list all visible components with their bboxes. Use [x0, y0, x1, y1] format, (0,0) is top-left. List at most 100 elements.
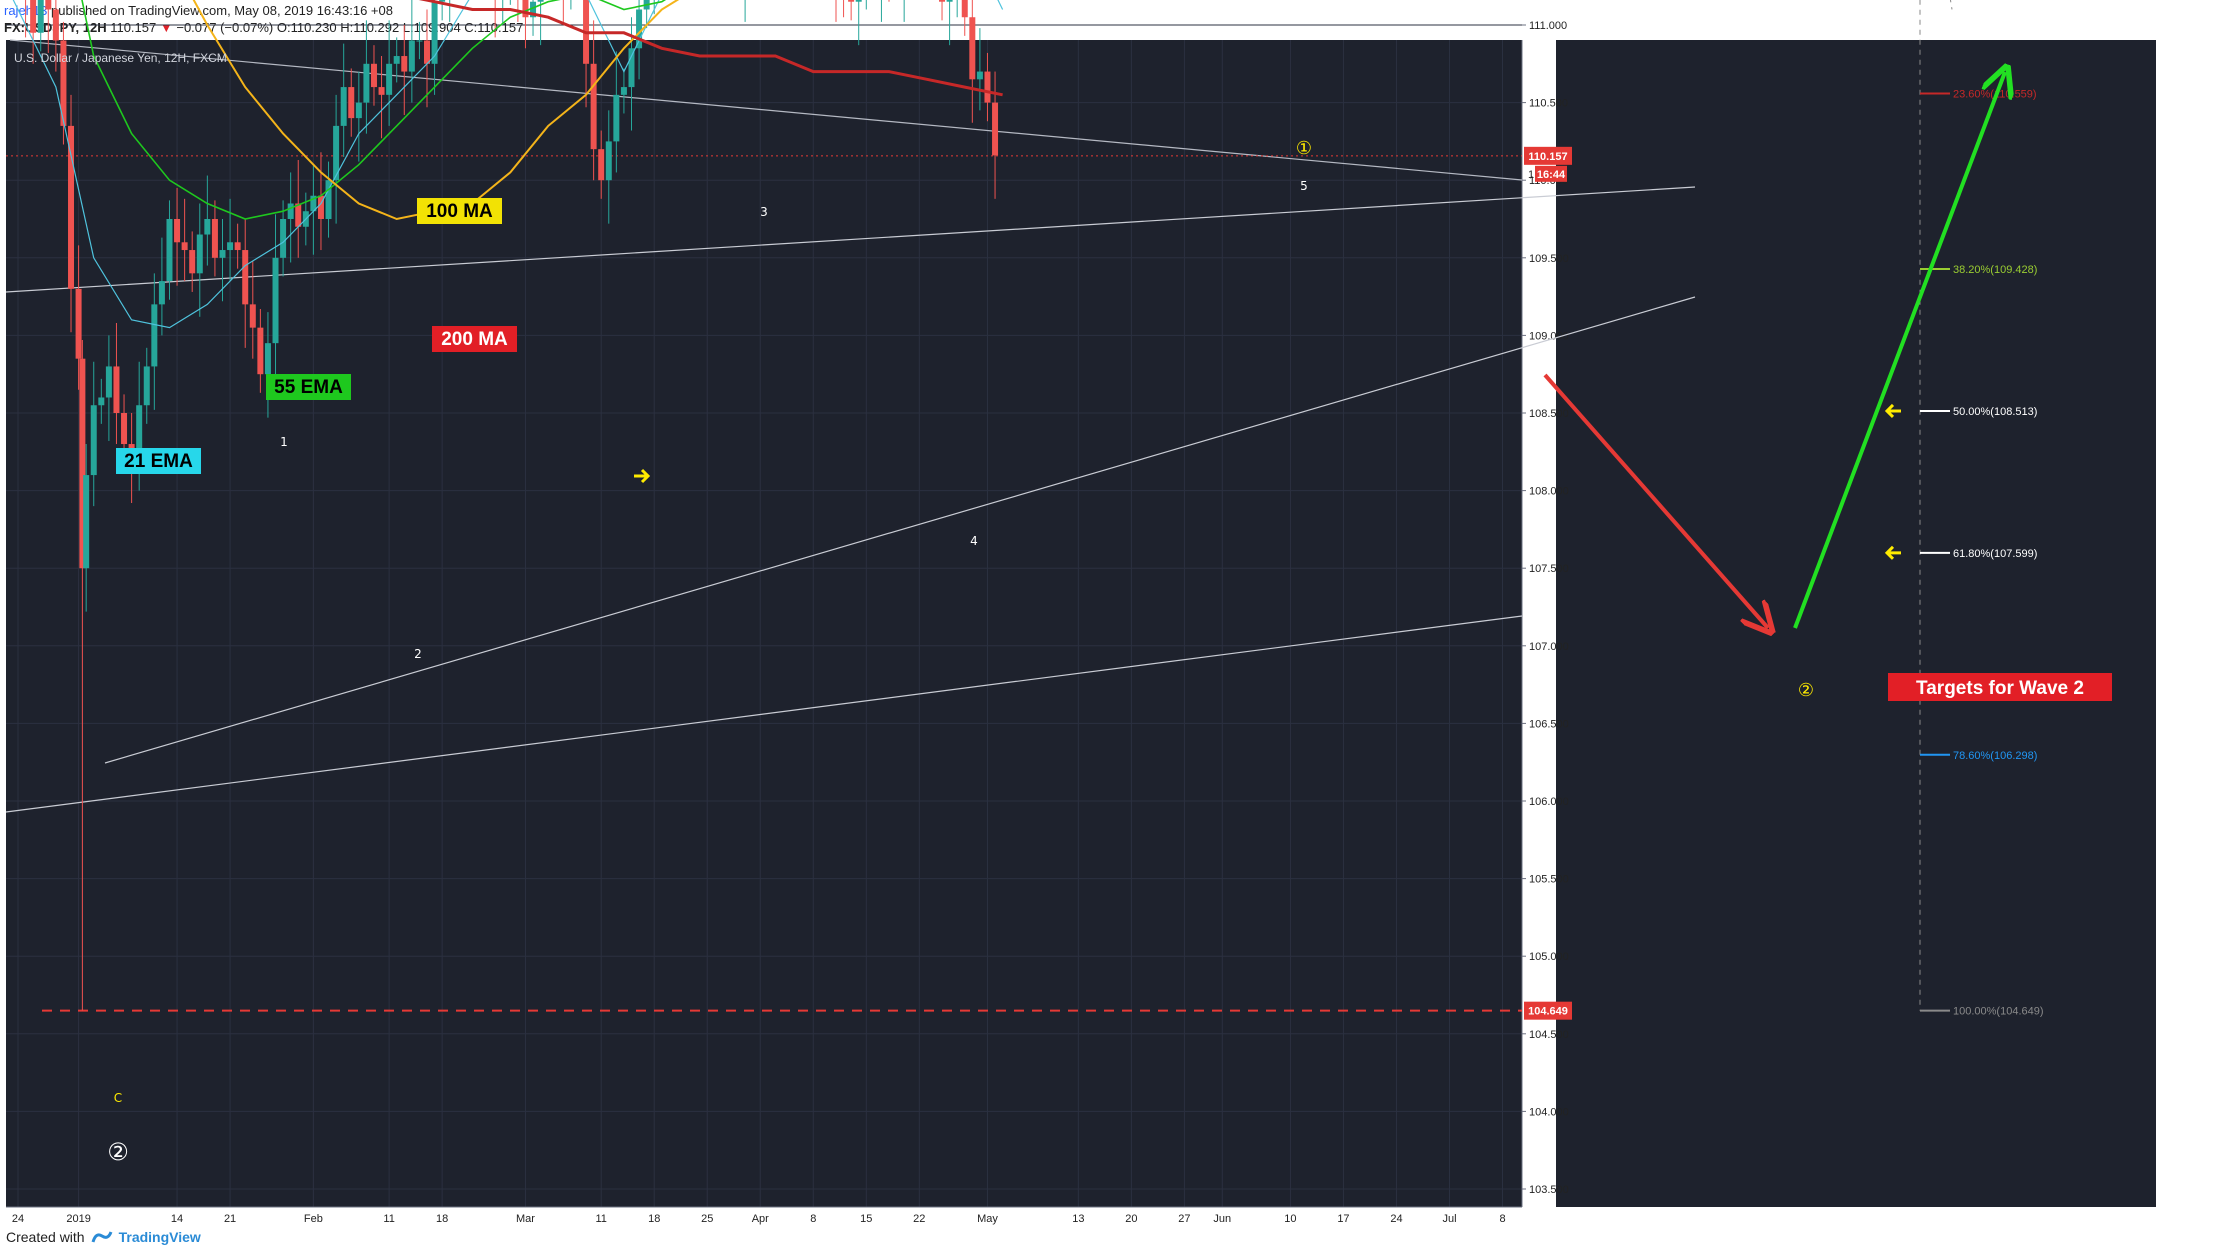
- candle-body: [295, 203, 302, 227]
- price-tick-label: 105.500: [1529, 874, 1569, 886]
- wave-count-label: ②: [107, 1138, 129, 1166]
- indicator-label-text: 55 EMA: [274, 377, 343, 398]
- candle-body: [317, 195, 324, 219]
- candle-body: [946, 0, 953, 2]
- candle-body: [416, 40, 423, 42]
- price-label-box: [1524, 1001, 1572, 1020]
- time-tick-label: 11: [383, 1213, 394, 1225]
- candle-body: [598, 149, 605, 181]
- yellow-arrow-icon: [1884, 403, 1901, 419]
- candle-body: [204, 219, 211, 235]
- down-arrow-icon: [1543, 373, 1768, 628]
- indicator-label-box: [417, 198, 502, 224]
- candle-body: [90, 405, 97, 476]
- last-price: 110.157: [110, 20, 157, 35]
- time-tick-label: 24: [12, 1213, 24, 1225]
- candle-body: [348, 87, 355, 119]
- candle-body: [378, 87, 385, 95]
- candle-body: [848, 0, 855, 2]
- price-tick-label: 110.500: [1529, 98, 1568, 110]
- time-tick-label: 8: [810, 1213, 816, 1225]
- footer: Created with TradingView: [6, 1229, 201, 1245]
- trend-line: [5, 615, 1523, 813]
- time-tick-label: 22: [913, 1213, 925, 1225]
- indicator-label-box: [266, 374, 351, 400]
- price-tick-label: 111.000: [1529, 20, 1567, 32]
- time-tick-label: Jul: [1442, 1213, 1456, 1225]
- fib-level-label: 78.60%(106.298): [1953, 750, 2037, 762]
- candle-body: [30, 0, 37, 33]
- moving-average-line: [12, 0, 1004, 329]
- candle-body: [227, 242, 234, 251]
- candle-body: [355, 102, 362, 119]
- indicator-label-box: [432, 326, 517, 352]
- candle-body: [976, 71, 983, 80]
- candle-body: [530, 1, 537, 18]
- trend-line: [104, 296, 1696, 764]
- candle-body: [370, 63, 377, 88]
- time-tick-label: Feb: [304, 1213, 323, 1225]
- moving-average-line: [418, 0, 1003, 97]
- candle-body: [408, 40, 415, 72]
- price-tick-label: 104.500: [1529, 1029, 1569, 1041]
- time-tick-label: 27: [1178, 1213, 1190, 1225]
- time-tick-label: 13: [1072, 1213, 1084, 1225]
- price-axis-panel: [1522, 40, 1556, 1228]
- annotations: 100 MA 200 MA 55 EMA 21 EMA 1 2 3 4 5 C ① ② ② Targets…: [107, 72, 2112, 1166]
- price-tick-label: 108.000: [1529, 486, 1569, 498]
- price-tick-label: 106.500: [1529, 718, 1569, 730]
- time-tick-label: Mar: [516, 1213, 535, 1225]
- candle-body: [174, 219, 181, 243]
- fib-level-label: 61.80%(107.599): [1953, 548, 2037, 560]
- candle-body: [393, 56, 400, 64]
- candle-body: [60, 40, 67, 126]
- candle-body: [961, 0, 968, 18]
- candle-body: [522, 0, 529, 18]
- time-tick-label: 21: [224, 1213, 236, 1225]
- tradingview-brand[interactable]: TradingView: [118, 1229, 201, 1245]
- candle-body: [113, 366, 120, 413]
- candle-body: [613, 94, 620, 142]
- time-tick-label: Apr: [752, 1213, 769, 1225]
- fib-level-label: 100.00%(104.649): [1953, 1006, 2044, 1018]
- publish-info: published on TradingView.com, May 08, 20…: [47, 3, 393, 18]
- candle-body: [363, 63, 370, 103]
- time-tick-label: 20: [1125, 1213, 1137, 1225]
- candle-body: [136, 405, 143, 460]
- price-change: −0.077 (−0.07%): [176, 20, 274, 35]
- ohlc-values: O:110.230 H:110.292 L:109.904 C:110.157: [276, 20, 524, 35]
- candle-body: [83, 475, 90, 569]
- candle-body: [628, 48, 635, 88]
- yellow-arrow-icon: [1884, 545, 1901, 560]
- candle-body: [79, 358, 86, 569]
- time-tick-label: 2019: [66, 1213, 90, 1225]
- trend-lines: [5, 39, 1696, 1012]
- candle-body: [249, 304, 256, 328]
- candle-body: [386, 63, 393, 95]
- price-tick-label: 107.000: [1529, 641, 1569, 653]
- candle-body: [211, 219, 218, 258]
- candle-body: [969, 17, 976, 80]
- time-tick-label: 24: [1390, 1213, 1402, 1225]
- candle-body: [992, 102, 999, 156]
- candle-body: [590, 63, 597, 150]
- price-label-text: 110.157: [1528, 151, 1567, 163]
- candle-body: [939, 0, 946, 2]
- indicator-label-text: 100 MA: [426, 201, 493, 222]
- chart-header: rajeh13 published on TradingView.com, Ma…: [4, 2, 523, 38]
- indicator-label-box: [116, 448, 201, 474]
- targets-annotation-box: [1888, 673, 2112, 701]
- chart-title: U.S. Dollar / Japanese Yen, 12H, FXCM: [14, 51, 227, 65]
- candle-body: [984, 71, 991, 103]
- time-axis: 24 2019 14 21 Feb 11 18 Mar 11 18 25 Apr 8 15 22 May 13 2…: [6, 1206, 2156, 1228]
- candle-body: [280, 219, 287, 258]
- candle-body: [537, 0, 544, 2]
- wave-count-label: 4: [970, 534, 978, 548]
- price-label-text: 104.649: [1528, 1006, 1568, 1018]
- candle-body: [287, 203, 294, 219]
- price-tick-label: 108.500: [1529, 408, 1569, 420]
- candle-body: [52, 9, 59, 41]
- countdown-prefix: 1: [1528, 169, 1534, 181]
- candle-body: [310, 195, 317, 212]
